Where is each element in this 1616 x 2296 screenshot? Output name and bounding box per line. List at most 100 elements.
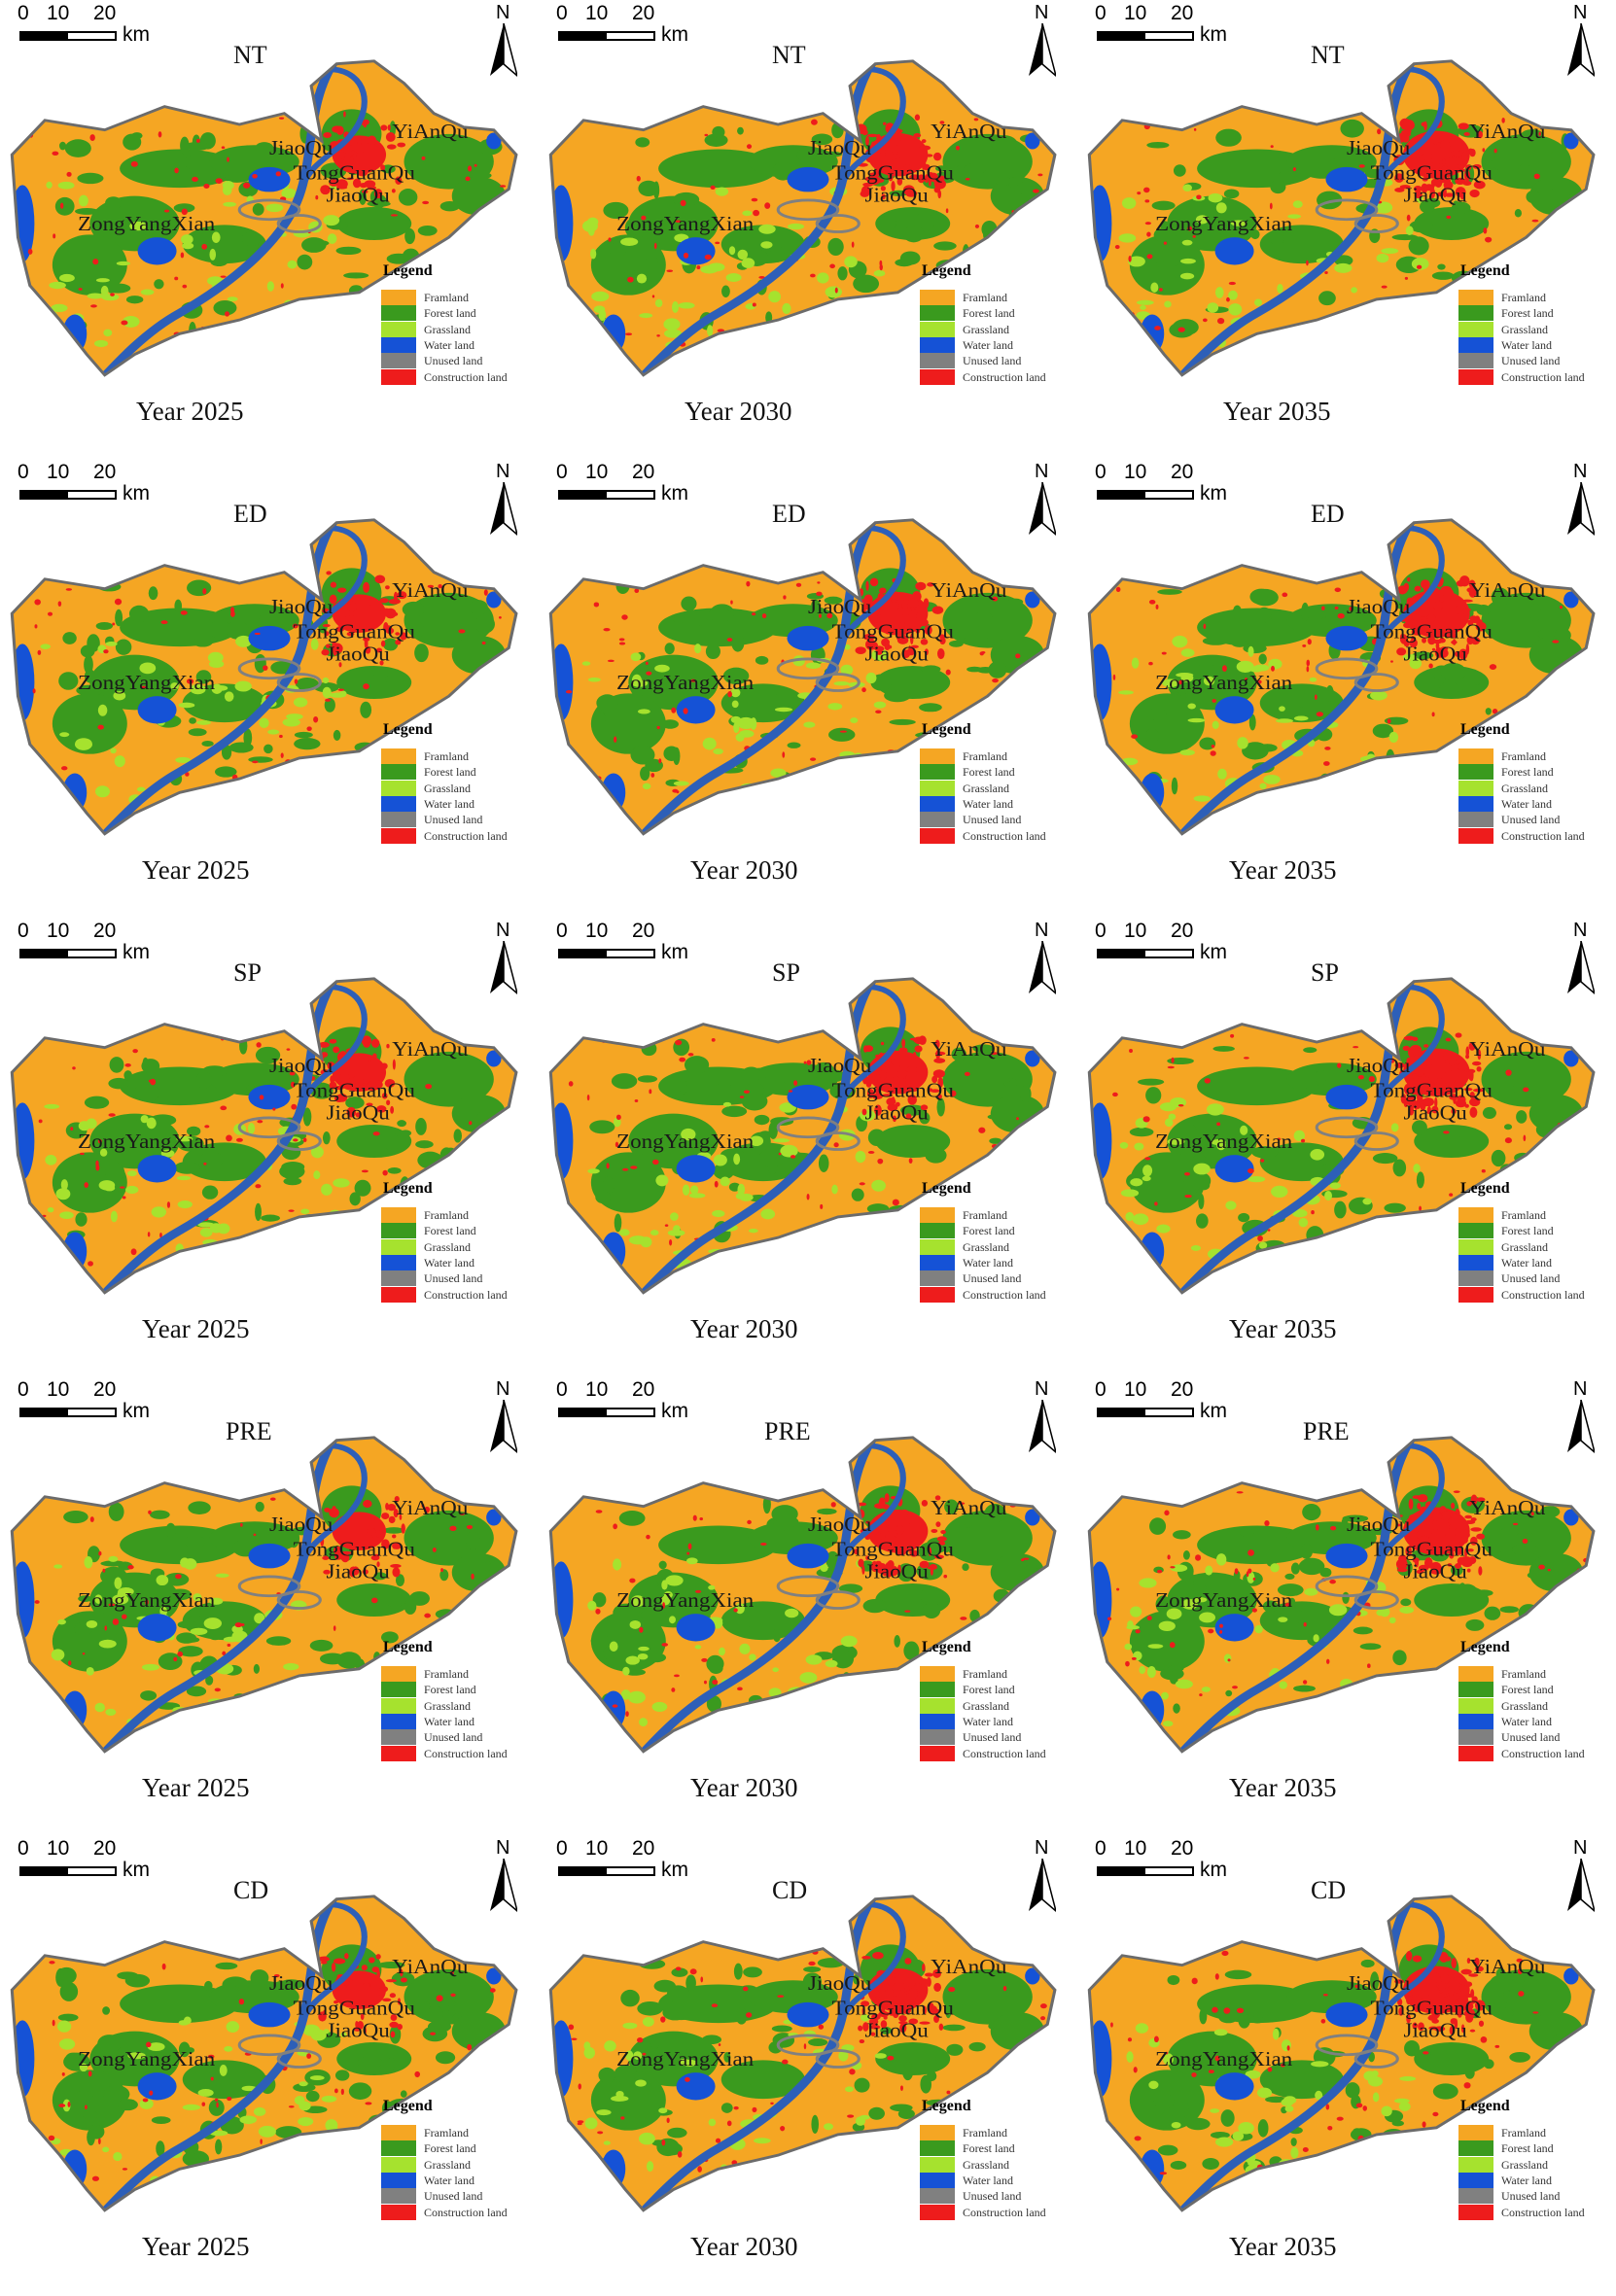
forest-patch <box>259 610 286 625</box>
construction-patch <box>466 1525 474 1529</box>
construction-patch <box>1403 640 1410 647</box>
grassland-patch <box>638 2132 655 2145</box>
construction-patch <box>1440 585 1453 595</box>
grassland-patch <box>1378 2169 1387 2174</box>
construction-patch <box>1440 1539 1453 1546</box>
construction-patch <box>760 1542 767 1546</box>
construction-patch <box>855 646 866 654</box>
forest-patch <box>1227 1131 1237 1149</box>
forest-patch <box>255 1046 281 1064</box>
construction-patch <box>1395 1523 1402 1527</box>
forest-patch <box>1412 1120 1427 1135</box>
forest-patch <box>1262 1600 1279 1613</box>
construction-patch <box>645 661 649 666</box>
legend-swatch <box>381 1745 416 1761</box>
construction-patch <box>379 660 384 666</box>
map-legend: Legend Framland Forest land Grassland Water … <box>381 1180 537 1355</box>
construction-patch <box>393 1509 399 1518</box>
grassland-patch <box>625 2050 634 2062</box>
construction-patch <box>1016 1117 1019 1121</box>
construction-patch <box>629 1578 636 1583</box>
construction-patch <box>63 1492 71 1499</box>
construction-patch <box>871 2013 881 2021</box>
water-body <box>676 237 716 265</box>
forest-patch <box>895 294 902 313</box>
map-panel: 0 10 20 km N PRE JiaoQu YiAnQu TongGuanQu JiaoQu Z… <box>539 1376 1077 1835</box>
grassland-patch <box>308 2163 319 2174</box>
grassland-patch <box>1175 1679 1193 1689</box>
construction-patch <box>159 1232 162 1238</box>
construction-patch <box>373 189 383 199</box>
water-body <box>62 314 88 354</box>
construction-patch <box>783 595 787 600</box>
construction-patch <box>595 1510 603 1513</box>
forest-patch <box>737 1614 751 1633</box>
place-name: TongGuanQu <box>832 620 954 644</box>
forest-patch <box>1386 748 1395 768</box>
legend-item: Framland <box>920 2125 1075 2140</box>
construction-patch <box>210 2076 214 2081</box>
grassland-patch <box>591 291 610 302</box>
construction-patch <box>414 2070 421 2078</box>
grassland-patch <box>708 2118 717 2127</box>
scenario-label: NT <box>772 41 806 69</box>
grassland-patch <box>108 1555 119 1562</box>
construction-patch <box>727 690 732 698</box>
forest-patch <box>894 1635 900 1648</box>
grassland-patch <box>838 2174 855 2183</box>
scale-tick-label: 20 <box>1171 1378 1194 1401</box>
legend-item: Framland <box>381 1207 537 1223</box>
construction-patch <box>1349 606 1353 611</box>
unused-land <box>776 657 840 680</box>
construction-patch <box>859 1182 865 1186</box>
construction-patch <box>1399 185 1411 190</box>
construction-patch <box>935 1049 940 1060</box>
scale-tick-label: 20 <box>93 2 117 24</box>
construction-patch <box>902 185 915 195</box>
legend-swatch <box>381 1286 416 1303</box>
construction-patch <box>269 1497 276 1501</box>
construction-patch <box>78 288 83 291</box>
grassland-patch <box>182 242 194 250</box>
construction-patch <box>978 1127 986 1133</box>
construction-patch <box>1424 1542 1431 1550</box>
forest-patch <box>1223 189 1240 199</box>
grassland-patch <box>661 1580 668 1590</box>
grassland-patch <box>321 2095 337 2103</box>
legend-swatch <box>920 305 955 322</box>
grassland-patch <box>754 2138 771 2144</box>
construction-patch <box>646 671 652 676</box>
construction-patch <box>337 157 343 167</box>
unused-land <box>776 1575 840 1598</box>
construction-patch <box>278 117 285 120</box>
legend-label: Water land <box>963 796 1014 811</box>
construction-patch <box>1398 1554 1407 1564</box>
construction-patch <box>1538 1564 1545 1570</box>
legend-label: Construction land <box>424 1287 508 1302</box>
construction-patch <box>885 1561 893 1569</box>
construction-patch <box>242 182 251 189</box>
forest-patch <box>1232 605 1243 620</box>
construction-patch <box>1466 1501 1472 1507</box>
construction-patch <box>1452 149 1460 157</box>
grassland-patch <box>773 1138 790 1143</box>
construction-patch <box>339 1550 353 1555</box>
construction-patch <box>1406 1096 1416 1106</box>
construction-patch <box>862 634 875 641</box>
construction-patch <box>1316 712 1323 717</box>
place-name: TongGuanQu <box>294 620 415 644</box>
forest-patch <box>875 2042 951 2075</box>
construction-patch <box>686 1551 690 1555</box>
forest-patch <box>382 638 399 651</box>
construction-patch <box>883 2015 888 2020</box>
forest-patch <box>990 1157 1016 1169</box>
grassland-patch <box>1379 317 1396 326</box>
construction-patch <box>1533 173 1540 180</box>
river <box>296 1443 368 1574</box>
construction-patch <box>697 2166 702 2173</box>
grassland-patch <box>667 1230 685 1236</box>
construction-patch <box>360 2013 365 2021</box>
north-label: N <box>1035 2 1049 23</box>
grassland-patch <box>211 683 223 694</box>
forest-patch <box>336 1125 412 1158</box>
